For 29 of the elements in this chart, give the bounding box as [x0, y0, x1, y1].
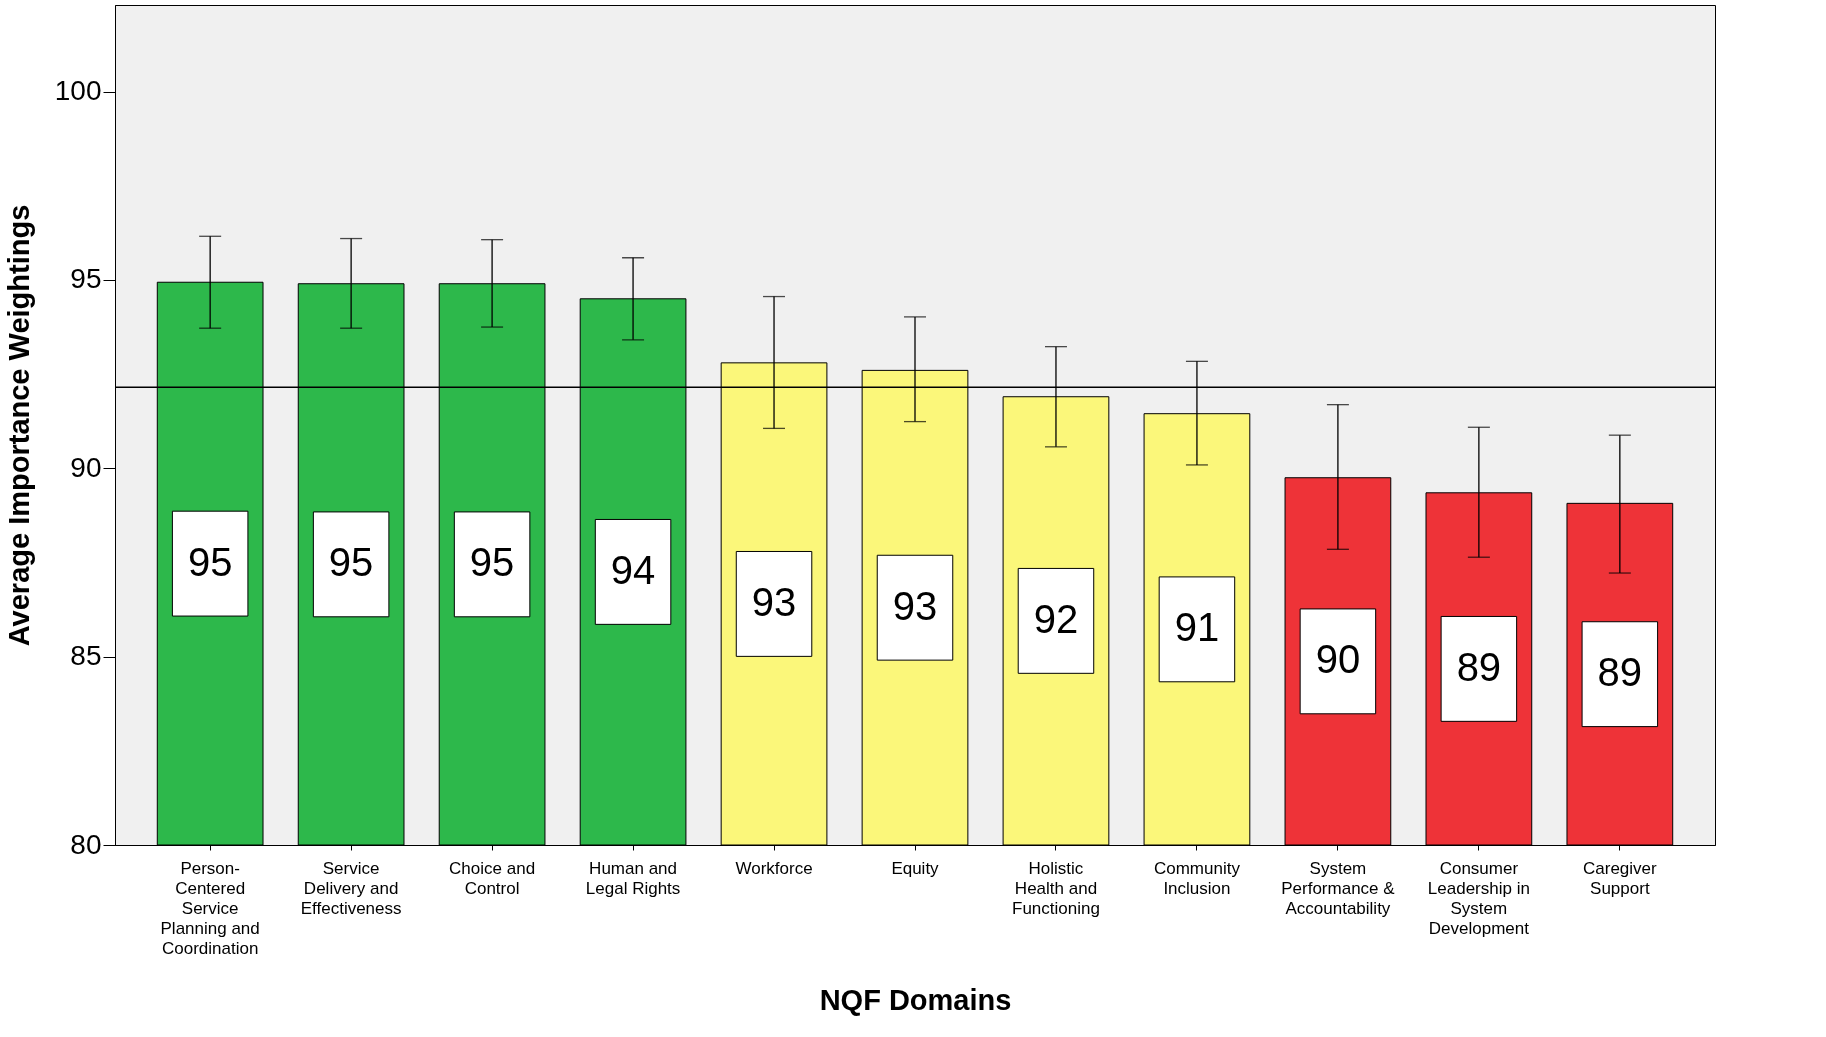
- data-label: 95: [469, 540, 515, 585]
- x-axis-title: NQF Domains: [819, 983, 1012, 1016]
- data-label: 90: [1315, 637, 1361, 682]
- data-label: 94: [610, 547, 656, 592]
- data-label: 95: [187, 539, 233, 584]
- y-tick-label: 85: [70, 640, 102, 672]
- data-label: 89: [1597, 650, 1643, 695]
- x-tick-label: Community Inclusion: [1153, 858, 1241, 898]
- x-tick-label: Workforce: [735, 858, 813, 878]
- x-tick-label: Caregiver Support: [1582, 858, 1658, 898]
- data-label: 95: [328, 540, 374, 585]
- data-label: 89: [1456, 644, 1502, 689]
- data-label: 91: [1174, 605, 1220, 650]
- data-label: 93: [892, 583, 938, 628]
- y-tick-label: 100: [54, 75, 102, 107]
- x-tick-label: Choice and Control: [449, 858, 536, 898]
- y-axis-title: Average Importance Weightings: [2, 204, 35, 647]
- x-tick-label: Holistic Health and Functioning: [1012, 858, 1100, 918]
- y-tick-label: 90: [70, 451, 102, 483]
- x-tick-label: System Performance & Accountability: [1281, 858, 1396, 918]
- x-tick-label: Consumer Leadership in System Development: [1427, 858, 1530, 938]
- x-tick-label: Person-Centered Service Planning and Coordination: [160, 858, 260, 958]
- data-label: 93: [751, 579, 797, 624]
- y-tick-label: 95: [70, 263, 102, 295]
- x-tick-label: Human and Legal Rights: [585, 858, 681, 898]
- x-tick-label: Service Delivery and Effectiveness: [300, 858, 402, 918]
- data-label: 92: [1033, 596, 1079, 641]
- y-tick-label: 80: [70, 828, 102, 860]
- x-tick-label: Equity: [891, 858, 940, 878]
